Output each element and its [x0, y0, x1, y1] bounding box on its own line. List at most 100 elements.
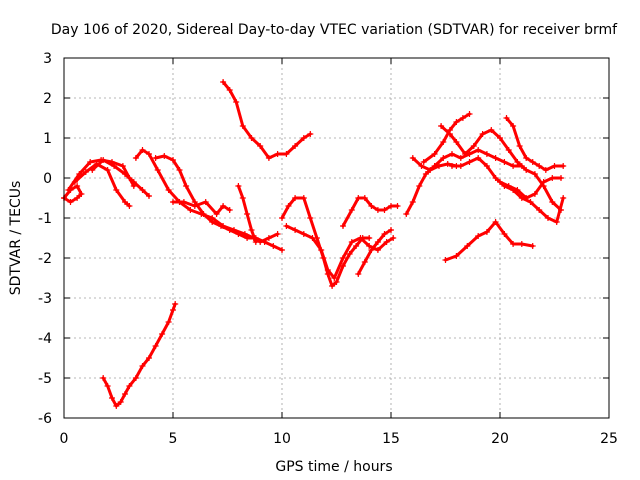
data-point — [170, 307, 176, 313]
data-point — [553, 219, 560, 225]
data-point — [418, 163, 425, 169]
x-tick-label: 5 — [169, 431, 178, 447]
data-point — [505, 183, 512, 189]
data-point — [329, 283, 336, 289]
data-point — [466, 159, 473, 165]
data-point — [551, 163, 558, 169]
data-point — [161, 153, 168, 159]
series-line — [134, 148, 280, 244]
data-point — [176, 167, 183, 173]
data-point — [449, 151, 455, 157]
data-point — [154, 167, 161, 173]
data-point — [514, 187, 521, 193]
data-point — [523, 167, 530, 173]
data-point — [307, 215, 314, 221]
series-line — [221, 80, 312, 160]
data-point — [252, 239, 259, 245]
data-point — [503, 115, 510, 121]
data-point — [170, 199, 176, 205]
x-tick-label: 25 — [600, 431, 618, 447]
data-point — [87, 159, 94, 165]
grid — [64, 58, 609, 418]
data-point — [100, 375, 107, 381]
data-point — [357, 235, 364, 241]
data-point — [479, 131, 486, 137]
data-point — [283, 151, 290, 157]
data-point — [78, 191, 85, 197]
data-point — [444, 161, 451, 167]
series-arc-8 — [235, 183, 259, 245]
y-tick-labels: -6 -5 -4 -3 -2 -1 0 1 2 3 — [38, 51, 52, 427]
data-point — [492, 219, 499, 225]
series-arc-9 — [220, 79, 314, 161]
data-point — [100, 157, 107, 163]
data-point — [292, 143, 299, 149]
x-tick-label: 15 — [382, 431, 400, 447]
data-point — [497, 135, 503, 141]
x-axis-label: GPS time / hours — [275, 459, 392, 475]
data-point — [510, 241, 517, 247]
data-point — [403, 211, 410, 217]
data-point — [202, 199, 209, 205]
data-point — [510, 163, 517, 169]
data-point — [324, 267, 331, 273]
y-tick-label: -3 — [38, 291, 52, 307]
series-arc-6 — [152, 153, 285, 253]
data-point — [453, 253, 460, 259]
series-line — [356, 228, 393, 276]
data-point — [348, 239, 355, 245]
y-tick-label: 1 — [43, 131, 52, 147]
series-arc-18 — [449, 155, 567, 225]
data-point — [191, 203, 198, 209]
data-point — [119, 163, 126, 169]
series-arc-15 — [403, 147, 525, 217]
data-point — [122, 171, 128, 177]
data-point — [510, 123, 517, 129]
data-point — [390, 235, 397, 241]
data-point — [374, 239, 381, 245]
data-point — [394, 203, 401, 209]
data-point — [270, 243, 277, 249]
y-axis-label: SDTVAR / TECUs — [8, 181, 24, 296]
x-tick-label: 10 — [273, 431, 291, 447]
data-point — [274, 151, 281, 157]
data-point — [274, 231, 281, 237]
data-point — [218, 223, 224, 229]
data-point — [226, 207, 233, 213]
data-point — [492, 155, 499, 161]
data-point — [542, 167, 549, 173]
data-point — [159, 331, 166, 337]
data-point — [146, 355, 152, 361]
data-point — [152, 155, 159, 161]
data-point — [146, 151, 152, 157]
data-point — [409, 155, 416, 161]
data-point — [540, 179, 547, 185]
data-point — [560, 163, 567, 169]
data-point — [146, 193, 152, 199]
data-point — [82, 169, 89, 175]
data-point — [65, 187, 72, 193]
data-point — [244, 235, 251, 241]
data-point — [549, 175, 556, 181]
series-line — [444, 220, 535, 262]
data-point — [71, 179, 78, 185]
data-point — [560, 195, 567, 201]
data-point — [292, 227, 299, 233]
series-line — [280, 196, 371, 288]
data-point — [126, 203, 133, 209]
data-point — [348, 207, 355, 213]
data-point — [529, 243, 536, 249]
data-point — [475, 147, 482, 153]
data-point — [355, 195, 362, 201]
data-point — [283, 223, 290, 229]
plot-series — [61, 79, 567, 409]
series-line — [498, 176, 563, 200]
data-point — [470, 143, 477, 149]
data-point — [104, 167, 111, 173]
data-point — [497, 179, 503, 185]
data-point — [464, 243, 471, 249]
data-point — [440, 139, 447, 145]
data-point — [366, 235, 373, 241]
data-point — [361, 195, 368, 201]
data-point — [383, 239, 390, 245]
